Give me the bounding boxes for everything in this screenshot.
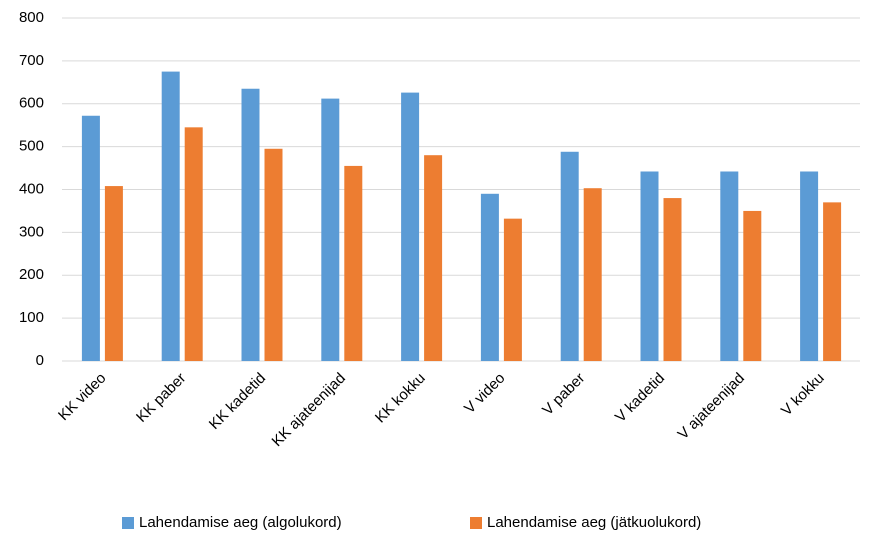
- bar: [640, 171, 659, 361]
- x-tick-label: V kokku: [778, 370, 828, 420]
- y-tick-label: 500: [19, 138, 44, 155]
- bar: [583, 188, 602, 361]
- legend-swatch: [122, 517, 134, 529]
- bar: [424, 155, 443, 361]
- x-tick-label: KK kokku: [372, 370, 429, 427]
- x-tick-label: KK paber: [133, 370, 189, 426]
- x-tick-label: V kadetid: [612, 370, 668, 426]
- y-tick-label: 300: [19, 223, 44, 240]
- legend-label: Lahendamise aeg (algolukord): [139, 514, 342, 531]
- bar: [503, 218, 522, 361]
- x-tick-label: KK video: [55, 370, 109, 424]
- y-tick-label: 600: [19, 95, 44, 112]
- bar: [560, 151, 579, 361]
- bar: [720, 171, 739, 361]
- bar: [823, 202, 842, 361]
- y-tick-label: 0: [36, 352, 44, 369]
- bar: [663, 198, 682, 361]
- x-tick-label: V paber: [539, 370, 588, 419]
- y-tick-label: 700: [19, 52, 44, 69]
- bar: [743, 210, 762, 361]
- bar: [81, 115, 100, 361]
- x-tick-label: V ajateenijad: [675, 370, 748, 443]
- legend-label: Lahendamise aeg (jätkuolukord): [487, 514, 701, 531]
- x-tick-label: KK kadetid: [206, 370, 269, 433]
- bar: [480, 193, 499, 361]
- x-tick-label: V video: [461, 370, 508, 417]
- x-tick-label: KK ajateenijad: [269, 370, 349, 450]
- bar: [401, 92, 420, 361]
- bar: [104, 186, 123, 361]
- bar: [800, 171, 819, 361]
- legend-swatch: [470, 517, 482, 529]
- bar: [344, 165, 363, 361]
- y-tick-label: 800: [19, 9, 44, 26]
- bar: [241, 88, 260, 362]
- bar: [161, 71, 180, 361]
- bar: [184, 127, 203, 361]
- y-tick-label: 200: [19, 266, 44, 283]
- bar: [321, 98, 340, 361]
- y-tick-label: 100: [19, 309, 44, 326]
- y-tick-label: 400: [19, 180, 44, 197]
- bar: [264, 148, 283, 361]
